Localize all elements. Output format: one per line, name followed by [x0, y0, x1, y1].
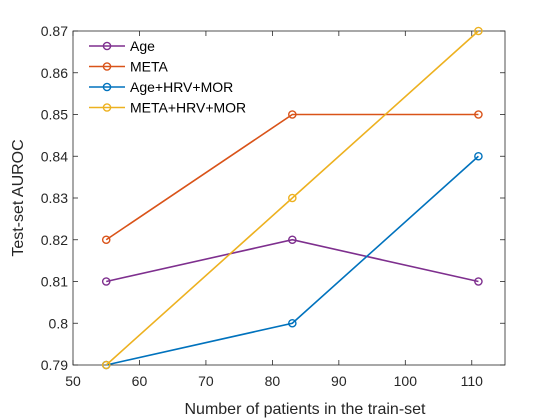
data-point — [288, 193, 297, 203]
series-line — [106, 155, 479, 366]
x-tick-label: 50 — [65, 373, 81, 389]
legend-item: Age+HRV+MOR — [89, 79, 233, 95]
legend-marker — [102, 103, 112, 112]
legend-item: Age — [89, 38, 155, 54]
data-point — [288, 318, 297, 328]
y-axis-title: Test-set AUROC — [10, 139, 27, 256]
data-point — [101, 235, 111, 245]
legend-marker — [102, 82, 112, 92]
legend-label: META+HRV+MOR — [130, 100, 246, 116]
series-meta-hrv-mor — [101, 26, 483, 370]
y-tick-label: 0.79 — [41, 357, 68, 373]
x-tick-label: 70 — [198, 373, 214, 389]
x-axis-title: Number of patients in the train-set — [184, 401, 426, 418]
legend-item: META — [89, 59, 169, 75]
series-line — [105, 113, 479, 241]
y-tick-label: 0.84 — [41, 148, 68, 164]
series-line — [105, 30, 479, 366]
legend-item: META+HRV+MOR — [89, 100, 246, 116]
y-tick-label: 0.85 — [41, 107, 68, 123]
series-layer — [101, 26, 483, 370]
y-tick-label: 0.82 — [41, 232, 68, 248]
data-point — [101, 360, 111, 370]
y-tick-label: 0.81 — [41, 274, 68, 290]
data-point — [474, 277, 483, 286]
y-tick-label: 0.83 — [41, 190, 68, 206]
data-point — [474, 151, 483, 161]
legend-label: Age+HRV+MOR — [130, 79, 233, 95]
series-meta — [101, 110, 483, 245]
y-axis: 0.79 0.8 0.81 0.82 0.83 0.84 0.85 0.86 0.87 — [41, 23, 505, 373]
x-tick-label: 80 — [265, 373, 281, 389]
series-age — [101, 235, 483, 286]
data-point — [474, 110, 483, 119]
series-line — [106, 238, 479, 283]
x-tick-label: 90 — [331, 373, 347, 389]
y-tick-label: 0.8 — [49, 315, 69, 331]
data-point — [288, 235, 297, 245]
data-point — [288, 110, 297, 119]
legend-marker — [102, 41, 112, 51]
legend-label: META — [130, 59, 169, 75]
data-point — [101, 277, 111, 286]
y-tick-label: 0.86 — [41, 65, 68, 81]
x-tick-label: 100 — [394, 373, 418, 389]
y-tick-label: 0.87 — [41, 23, 68, 39]
legend-marker — [102, 62, 112, 71]
legend: Age META Age+HRV+MOR META+HRV+MOR — [89, 38, 246, 116]
x-axis: 50 60 70 80 90 100 110 — [65, 31, 483, 389]
x-tick-label: 60 — [132, 373, 148, 389]
x-tick-label: 110 — [461, 373, 484, 389]
data-point — [474, 26, 483, 36]
legend-label: Age — [130, 38, 155, 54]
